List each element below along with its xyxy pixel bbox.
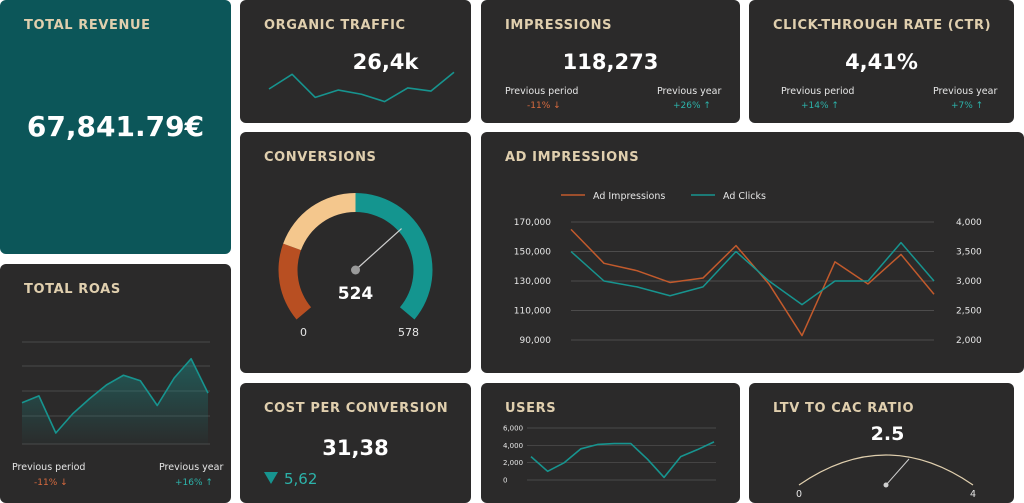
- roas-prev-period-label: Previous period: [12, 462, 86, 473]
- ltv-cac-min-label: 0: [796, 489, 803, 500]
- total-roas-title: TOTAL ROAS: [24, 282, 121, 297]
- users-chart: 6,000 4,000 2,000 0: [503, 425, 716, 485]
- roas-area: [22, 358, 208, 444]
- left-tick-label: 90,000: [520, 336, 552, 346]
- conversions-card: CONVERSIONS 524 0 578: [240, 132, 471, 373]
- series-line-ad-clicks: [570, 241, 935, 306]
- right-tick-label: 3,500: [956, 248, 982, 258]
- ctr-title: CLICK-THROUGH RATE (CTR): [773, 18, 992, 33]
- roas-prev-year-label: Previous year: [159, 462, 224, 473]
- right-tick-label: 4,000: [956, 218, 982, 228]
- y-tick-label: 4,000: [503, 442, 523, 450]
- ctr-card: CLICK-THROUGH RATE (CTR) 4,41% Previous …: [749, 0, 1014, 123]
- organic-traffic-sparkline: [268, 71, 455, 103]
- ctr-prev-year-label: Previous year: [933, 86, 998, 97]
- impressions-card: IMPRESSIONS 118,273 Previous period -11%…: [481, 0, 740, 123]
- left-tick-label: 130,000: [514, 277, 551, 287]
- left-tick-label: 170,000: [514, 218, 551, 228]
- conversions-max-label: 578: [398, 326, 419, 339]
- organic-traffic-card: ORGANIC TRAFFIC 26,4k: [240, 0, 471, 123]
- right-tick-label: 2,000: [956, 336, 982, 346]
- ltv-cac-card: LTV TO CAC RATIO 2.5 0 4: [749, 383, 1014, 503]
- left-tick-label: 110,000: [514, 307, 551, 317]
- y-tick-label: 6,000: [503, 425, 523, 433]
- roas-prev-year-value: +16% ↑: [175, 478, 213, 488]
- conversions-min-label: 0: [300, 326, 307, 339]
- organic-traffic-line: [268, 71, 455, 103]
- ctr-prev-period-value: +14% ↑: [801, 101, 839, 111]
- right-tick-label: 2,500: [956, 307, 982, 317]
- ctr-value: 4,41%: [845, 50, 918, 74]
- cost-per-conversion-value: 31,38: [322, 436, 389, 460]
- impressions-prev-year-label: Previous year: [657, 86, 722, 97]
- cost-per-conversion-delta: 5,62: [284, 470, 318, 488]
- ltv-cac-value: 2.5: [870, 423, 905, 445]
- gauge-segment-low: [278, 243, 312, 320]
- gauge-segment-mid: [283, 193, 356, 251]
- ltv-needle: [885, 458, 910, 486]
- ltv-cac-max-label: 4: [970, 489, 977, 500]
- impressions-prev-period-label: Previous period: [505, 86, 579, 97]
- users-line: [530, 441, 715, 479]
- ltv-cac-gauge: [798, 454, 974, 488]
- left-tick-label: 150,000: [514, 248, 551, 258]
- users-card: USERS 6,000 4,000 2,000 0: [481, 383, 740, 503]
- impressions-prev-year-value: +26% ↑: [673, 101, 711, 111]
- legend-label: Ad Clicks: [723, 191, 766, 202]
- roas-prev-period-value: -11% ↓: [34, 478, 68, 488]
- gauge-pivot: [351, 265, 360, 275]
- ltv-cac-title: LTV TO CAC RATIO: [773, 401, 915, 416]
- impressions-prev-period-value: -11% ↓: [527, 101, 561, 111]
- legend-label: Ad Impressions: [593, 191, 665, 202]
- organic-traffic-value: 26,4k: [352, 50, 419, 74]
- conversions-gauge: [278, 193, 433, 320]
- ctr-prev-year-value: +7% ↑: [951, 101, 984, 111]
- ltv-arc: [798, 454, 974, 486]
- triangle-down-icon: [264, 472, 278, 484]
- total-revenue-title: TOTAL REVENUE: [24, 18, 151, 33]
- ad-impressions-title: AD IMPRESSIONS: [505, 150, 640, 165]
- series-line-ad-impressions: [570, 228, 935, 337]
- ctr-prev-period-label: Previous period: [781, 86, 855, 97]
- roas-line: [21, 357, 209, 434]
- impressions-title: IMPRESSIONS: [505, 18, 613, 33]
- total-roas-card: TOTAL ROAS Previous period -11% ↓ Previo…: [0, 264, 231, 503]
- users-title: USERS: [505, 401, 557, 416]
- right-tick-label: 3,000: [956, 277, 982, 287]
- impressions-value: 118,273: [562, 50, 659, 74]
- gauge-needle: [355, 228, 402, 271]
- total-roas-chart: [21, 341, 210, 445]
- gauge-segment-high: [355, 193, 433, 320]
- ad-impressions-card: AD IMPRESSIONS 170,000 4,000 150,000 3,500 1…: [481, 132, 1024, 373]
- y-tick-label: 2,000: [503, 459, 523, 467]
- cost-per-conversion-title: COST PER CONVERSION: [264, 401, 449, 416]
- y-tick-label: 0: [503, 477, 507, 485]
- total-revenue-value: 67,841.79€: [26, 110, 205, 143]
- conversions-title: CONVERSIONS: [264, 150, 377, 165]
- cost-per-conversion-card: COST PER CONVERSION 31,38 5,62: [240, 383, 471, 503]
- conversions-value: 524: [337, 284, 374, 304]
- ad-impressions-chart: 170,000 4,000 150,000 3,500 130,000 3,000 110,…: [514, 191, 982, 346]
- ltv-pivot: [883, 482, 889, 488]
- total-revenue-card: TOTAL REVENUE 67,841.79€: [0, 0, 231, 254]
- organic-traffic-title: ORGANIC TRAFFIC: [264, 18, 406, 33]
